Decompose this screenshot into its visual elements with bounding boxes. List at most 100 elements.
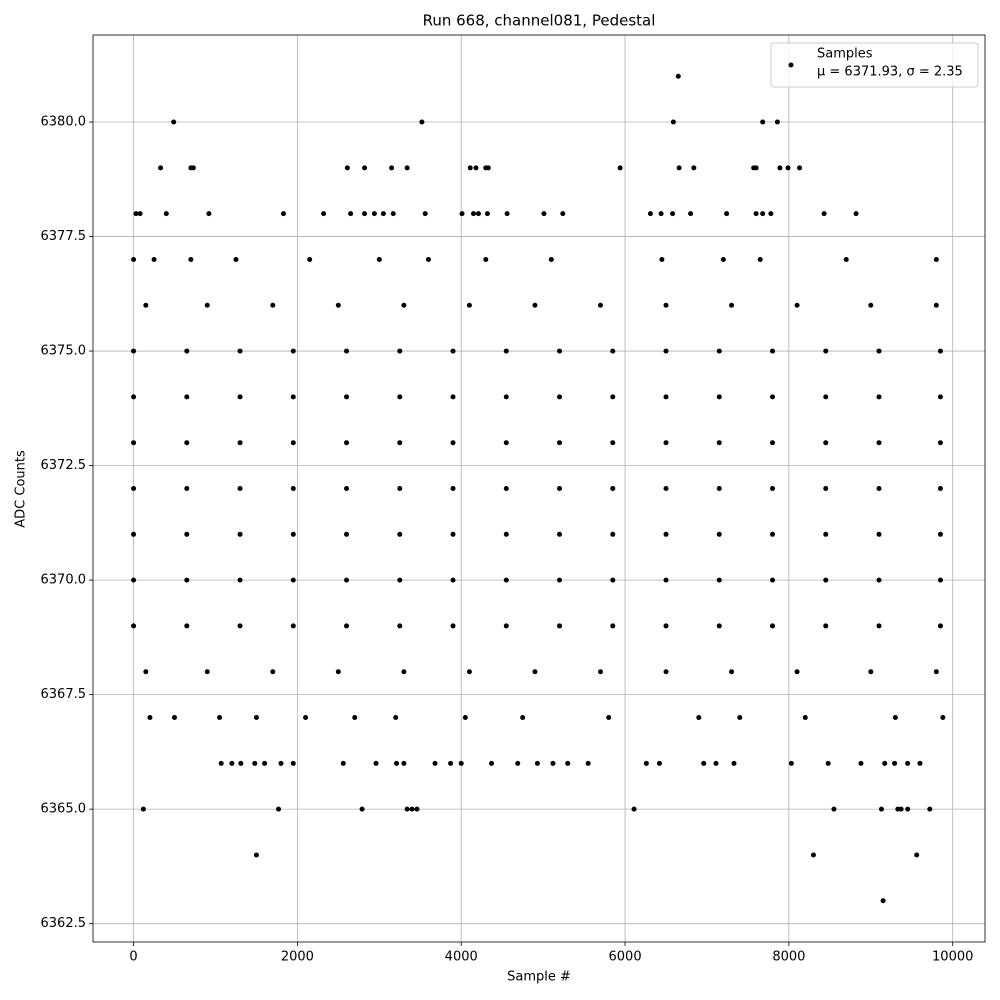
point	[876, 577, 882, 583]
point	[321, 211, 327, 217]
point	[532, 669, 538, 675]
point	[414, 806, 420, 812]
point	[217, 715, 223, 721]
point	[475, 211, 481, 217]
point	[133, 211, 139, 217]
point	[670, 211, 676, 217]
point	[823, 531, 829, 537]
point	[404, 806, 410, 812]
point	[610, 531, 616, 537]
chart-title: Run 668, channel081, Pedestal	[423, 12, 656, 30]
point	[448, 760, 454, 766]
point	[597, 302, 603, 308]
point	[701, 760, 707, 766]
point	[389, 165, 395, 171]
point	[597, 669, 603, 675]
point	[459, 211, 465, 217]
point	[876, 394, 882, 400]
point	[794, 302, 800, 308]
point	[397, 440, 403, 446]
point	[688, 211, 694, 217]
point	[466, 669, 472, 675]
point	[397, 348, 403, 354]
point	[401, 669, 407, 675]
point	[716, 348, 722, 354]
point	[760, 119, 766, 125]
point	[937, 440, 943, 446]
point	[466, 302, 472, 308]
point	[344, 348, 350, 354]
point	[892, 715, 898, 721]
point	[484, 211, 490, 217]
x-axis-label: Sample #	[507, 970, 571, 985]
point	[467, 165, 473, 171]
point	[450, 348, 456, 354]
point	[720, 256, 726, 262]
point	[868, 669, 874, 675]
point	[503, 394, 509, 400]
point	[937, 486, 943, 491]
point	[541, 211, 547, 217]
point	[823, 440, 829, 446]
point	[585, 760, 591, 766]
x-tick-label: 8000	[772, 950, 805, 965]
point	[503, 348, 509, 354]
point	[770, 531, 776, 537]
point	[821, 211, 827, 217]
point	[237, 348, 243, 354]
point	[731, 760, 737, 766]
point	[940, 715, 946, 721]
point	[397, 394, 403, 400]
point	[933, 302, 939, 308]
point	[237, 394, 243, 400]
point	[450, 394, 456, 400]
point	[557, 348, 563, 354]
point	[823, 577, 829, 583]
point	[344, 440, 350, 446]
point	[348, 211, 354, 217]
point	[397, 486, 403, 491]
point	[362, 165, 368, 171]
point	[716, 531, 722, 537]
legend-marker	[788, 62, 794, 68]
point	[610, 348, 616, 354]
point	[933, 256, 939, 262]
point	[876, 623, 882, 629]
point	[171, 119, 177, 125]
point	[340, 760, 346, 766]
point	[794, 669, 800, 675]
y-tick-label: 6380.0	[41, 115, 87, 130]
point	[409, 806, 415, 812]
point	[344, 165, 350, 171]
point	[757, 256, 763, 262]
point	[937, 577, 943, 583]
point	[882, 760, 888, 766]
point	[290, 486, 296, 491]
point	[218, 760, 224, 766]
point	[557, 394, 563, 400]
point	[663, 531, 669, 537]
point	[610, 440, 616, 446]
y-tick-label: 6377.5	[41, 229, 87, 244]
point	[770, 394, 776, 400]
point	[352, 715, 358, 721]
point	[290, 348, 296, 354]
point	[131, 486, 137, 491]
point	[137, 211, 143, 217]
point	[691, 165, 697, 171]
point	[716, 486, 722, 491]
point	[335, 302, 341, 308]
point	[158, 165, 164, 171]
point	[659, 256, 665, 262]
point	[344, 577, 350, 583]
point	[335, 669, 341, 675]
y-tick-label: 6365.0	[41, 802, 87, 817]
point	[716, 440, 722, 446]
point	[503, 531, 509, 537]
point	[184, 486, 190, 491]
point	[344, 623, 350, 629]
point	[362, 211, 368, 217]
point	[458, 760, 464, 766]
point	[532, 302, 538, 308]
